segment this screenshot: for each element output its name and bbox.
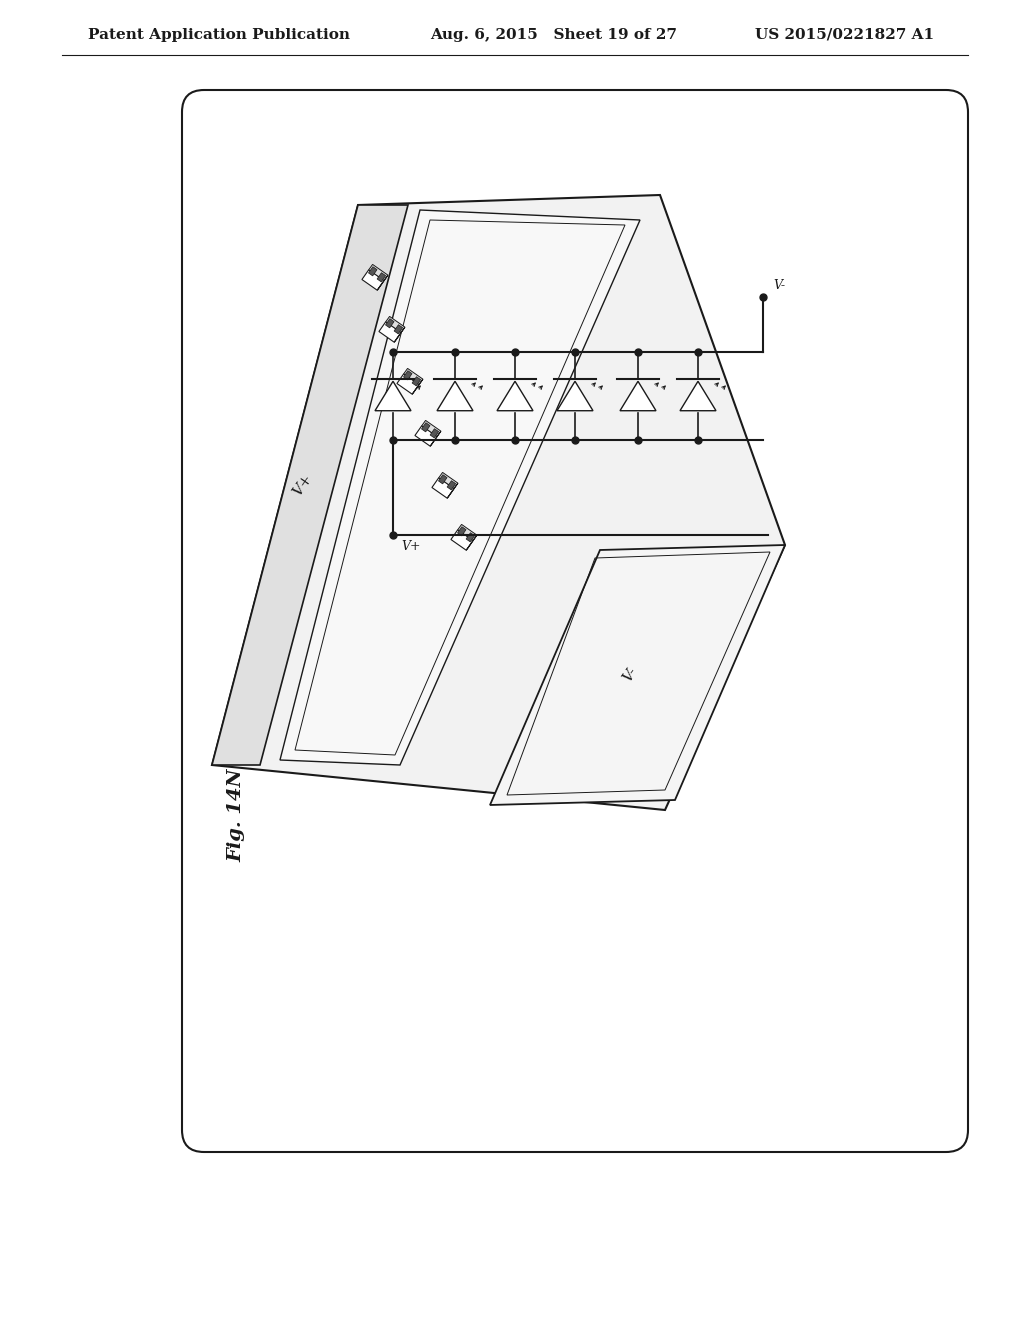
Polygon shape: [466, 535, 477, 550]
Polygon shape: [458, 527, 466, 536]
Polygon shape: [386, 317, 404, 333]
Polygon shape: [430, 429, 438, 438]
Polygon shape: [377, 275, 388, 290]
Polygon shape: [212, 195, 785, 810]
Polygon shape: [422, 422, 430, 432]
Polygon shape: [447, 483, 458, 498]
Polygon shape: [458, 524, 477, 540]
Text: Fig. 14N: Fig. 14N: [227, 768, 245, 862]
FancyBboxPatch shape: [182, 90, 968, 1152]
Polygon shape: [437, 381, 473, 411]
Polygon shape: [397, 374, 419, 395]
Polygon shape: [430, 432, 441, 446]
Polygon shape: [412, 376, 421, 385]
Text: V-: V-: [773, 279, 785, 292]
Polygon shape: [394, 327, 404, 342]
Polygon shape: [403, 371, 412, 380]
Polygon shape: [447, 480, 456, 490]
Polygon shape: [375, 381, 411, 411]
Polygon shape: [680, 381, 716, 411]
Polygon shape: [212, 205, 408, 766]
Polygon shape: [422, 420, 441, 437]
Polygon shape: [369, 264, 388, 280]
Polygon shape: [377, 273, 386, 282]
Polygon shape: [385, 318, 394, 327]
Polygon shape: [394, 325, 402, 334]
Polygon shape: [497, 381, 534, 411]
Text: US 2015/0221827 A1: US 2015/0221827 A1: [755, 28, 934, 42]
Text: Aug. 6, 2015   Sheet 19 of 27: Aug. 6, 2015 Sheet 19 of 27: [430, 28, 677, 42]
Polygon shape: [369, 267, 377, 276]
Text: Patent Application Publication: Patent Application Publication: [88, 28, 350, 42]
Polygon shape: [451, 529, 473, 550]
Polygon shape: [557, 381, 593, 411]
Polygon shape: [413, 379, 423, 395]
Polygon shape: [415, 426, 437, 446]
Text: V+: V+: [401, 540, 421, 553]
Polygon shape: [490, 545, 785, 805]
Polygon shape: [438, 473, 458, 488]
Polygon shape: [620, 381, 656, 411]
Text: V-: V-: [621, 665, 640, 685]
Text: V+: V+: [291, 471, 315, 499]
Polygon shape: [432, 478, 454, 498]
Polygon shape: [280, 210, 640, 766]
Polygon shape: [438, 475, 447, 484]
Polygon shape: [361, 269, 384, 290]
Polygon shape: [403, 368, 423, 384]
Polygon shape: [466, 533, 475, 543]
Polygon shape: [379, 322, 401, 342]
